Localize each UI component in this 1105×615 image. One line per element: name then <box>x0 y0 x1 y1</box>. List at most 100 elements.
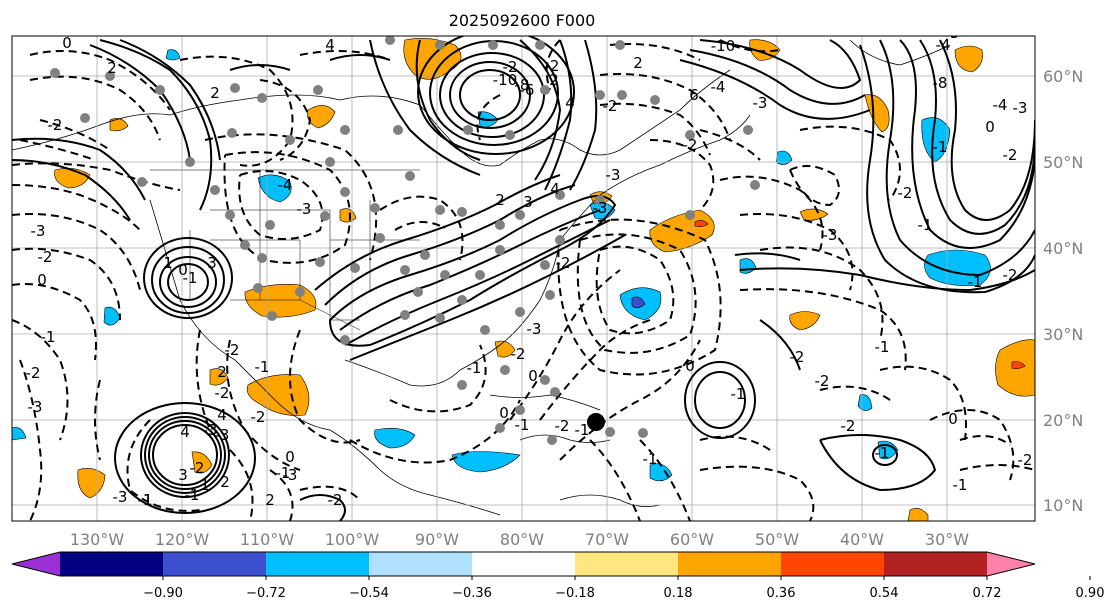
colorbar-segment <box>60 552 164 576</box>
longitude-axis: 130°W 120°W 110°W 100°W 90°W 80°W 70°W 6… <box>70 530 969 549</box>
contour-label: -2 <box>841 417 856 435</box>
contour-label: -3 <box>113 488 128 506</box>
shade-orange <box>789 311 821 331</box>
contour-label: -2 <box>215 384 230 402</box>
colorbar-segment <box>472 552 576 576</box>
shade-orange <box>209 368 229 386</box>
colorbar-outline <box>11 551 1036 577</box>
shade-orange <box>191 451 213 474</box>
contour-label: -6 <box>520 81 535 99</box>
contour-label: -1 <box>918 216 933 234</box>
lon-tick-label: 90°W <box>415 530 459 549</box>
contour-label: 3 <box>523 193 533 211</box>
contour-label: 0 <box>499 404 509 422</box>
colorbar-tick-label: −0.90 <box>143 586 183 601</box>
contour-label: -2 <box>1018 451 1033 469</box>
colorbar-tick-label: −0.36 <box>452 586 492 601</box>
shade-red <box>1011 361 1026 369</box>
contour-label: 0 <box>528 367 538 385</box>
contour-label: -2 <box>503 58 518 76</box>
contour-label: 4 <box>325 36 335 54</box>
colorbar-extend-high <box>987 552 1035 576</box>
contour-label: -2 <box>1003 266 1018 284</box>
contour-label: 1 <box>143 491 153 509</box>
contour-label: -3 <box>203 421 218 439</box>
contour-label: -1 <box>138 491 153 509</box>
colorbar-tick-label: 0.54 <box>870 586 899 601</box>
contour-label: -3 <box>31 222 46 240</box>
contour-label: -2 <box>48 116 63 134</box>
contour-label: -4 <box>711 78 726 96</box>
shade-orange <box>109 118 129 132</box>
colorbar-tick-label: 0.36 <box>767 586 796 601</box>
latitude-axis: 60°N 50°N 40°N 30°N 20°N 10°N <box>1043 67 1083 515</box>
contour-label: -4 <box>936 36 951 54</box>
colorbar: −0.90 −0.72 −0.54 −0.36 −0.18 0.18 0.36 0.54 0.7… <box>11 551 1105 601</box>
contour-label: -3 <box>945 24 960 42</box>
contour-label: 0 <box>62 34 72 52</box>
contour-label: -2 <box>26 364 41 382</box>
lat-tick-label: 20°N <box>1043 411 1083 430</box>
contour-label: 2 <box>549 71 559 89</box>
contour-label: 2 <box>220 473 230 491</box>
contour-label: 4 <box>180 423 190 441</box>
shade-orange <box>954 45 983 73</box>
shade-blue <box>649 463 673 482</box>
colorbar-extend-low <box>12 552 60 576</box>
shade-red <box>694 220 709 227</box>
lon-tick-label: 70°W <box>585 530 629 549</box>
shade-orange <box>864 94 890 133</box>
contour-label: -2 <box>603 97 618 115</box>
contour-label: -1 <box>933 138 948 156</box>
shade-blue <box>12 427 27 441</box>
lat-tick-label: 10°N <box>1043 496 1083 515</box>
lon-tick-label: 130°W <box>70 530 125 549</box>
solid-contours <box>12 36 1035 521</box>
colorbar-segment <box>369 552 473 576</box>
contour-label: -3 <box>283 466 298 484</box>
contour-label: 4 <box>217 406 227 424</box>
colorbar-tick-label: 0.90 <box>1076 586 1105 601</box>
lon-tick-label: 80°W <box>500 530 544 549</box>
colorbar-segment <box>884 552 988 576</box>
contour-label: -1 <box>185 486 200 504</box>
colorbar-segment <box>781 552 885 576</box>
contour-label: -3 <box>593 199 608 217</box>
colorbar-tick-label: −0.18 <box>555 586 595 601</box>
colorbar-tick-label: −0.72 <box>246 586 286 601</box>
contour-label: 0 <box>285 448 295 466</box>
contour-label: -2 <box>1003 146 1018 164</box>
shade-darkblue <box>631 296 646 308</box>
shade-blue <box>451 451 521 473</box>
contour-label: 1 <box>163 254 173 272</box>
contour-label: -3 <box>606 166 621 184</box>
contour-label: 6 <box>689 86 699 104</box>
contour-label: 2 <box>265 491 275 509</box>
lat-tick-label: 40°N <box>1043 239 1083 258</box>
contour-label: -1 <box>515 416 530 434</box>
contour-label: -1 <box>575 421 590 439</box>
lat-tick-label: 60°N <box>1043 67 1083 86</box>
contour-label: 4 <box>550 180 560 198</box>
contour-label: -1 <box>467 359 482 377</box>
contour-label: 4 <box>565 94 575 112</box>
contour-label: -1 <box>183 269 198 287</box>
contour-label: -2 <box>815 372 830 390</box>
contour-label: -1 <box>41 328 56 346</box>
contour-label: -1 <box>643 450 658 468</box>
contour-label: 2 <box>210 84 220 102</box>
contour-label: -2 <box>328 491 343 509</box>
contour-label: -2 <box>190 459 205 477</box>
colorbar-segment <box>678 552 782 576</box>
contour-label: -1 <box>953 476 968 494</box>
colorbar-tick-label: 0.18 <box>664 586 693 601</box>
lon-tick-label: 40°W <box>840 530 884 549</box>
contour-label: -3 <box>215 426 230 444</box>
colorbar-tick-label: 0.72 <box>973 586 1002 601</box>
lon-tick-label: 30°W <box>925 530 969 549</box>
colorbar-segment <box>266 552 370 576</box>
lon-tick-label: 120°W <box>155 530 210 549</box>
